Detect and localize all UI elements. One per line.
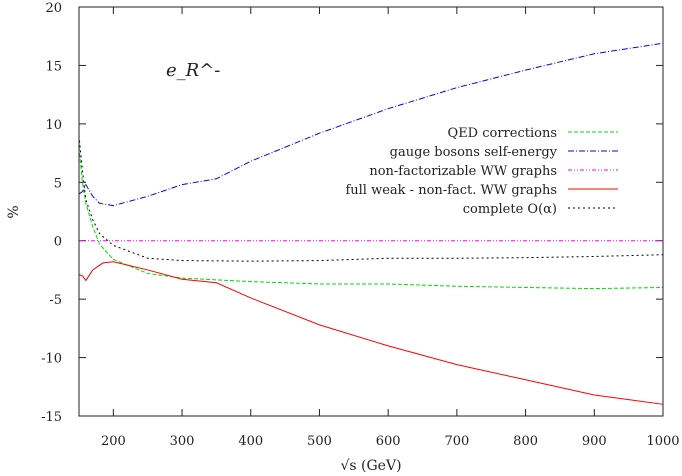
- x-tick-label: 600: [376, 434, 401, 449]
- y-axis-label: %: [6, 205, 22, 218]
- series-line: [78, 261, 664, 405]
- x-tick-label: 800: [513, 434, 538, 449]
- legend: QED corrections gauge bosons self-energy n…: [345, 126, 618, 217]
- ticks: 200 300 400 500 600 700 800 900 1000 -15 -10 -5 0 5 10…: [41, 1, 679, 449]
- x-tick-label: 200: [101, 434, 126, 449]
- x-axis-label: √s (GeV): [340, 458, 401, 474]
- x-tick-label: 1000: [646, 434, 679, 449]
- y-tick-label: 20: [45, 1, 62, 16]
- legend-label: complete O(α): [463, 202, 557, 217]
- y-tick-label: 15: [45, 59, 62, 74]
- y-tick-label: 5: [54, 176, 62, 191]
- legend-label: non-factorizable WW graphs: [369, 164, 557, 179]
- legend-label: full weak - non-fact. WW graphs: [345, 183, 557, 198]
- y-tick-label: -10: [41, 352, 62, 367]
- y-tick-label: -15: [41, 410, 62, 425]
- series-line: [78, 147, 664, 290]
- annotation-label: e_R^-: [166, 60, 220, 81]
- series-line: [78, 135, 664, 262]
- legend-label: QED corrections: [448, 126, 557, 141]
- y-tick-label: -5: [49, 293, 62, 308]
- x-tick-label: 700: [444, 434, 469, 449]
- x-tick-label: 300: [170, 434, 195, 449]
- y-tick-label: 10: [45, 118, 62, 133]
- x-tick-label: 400: [238, 434, 263, 449]
- x-tick-label: 900: [582, 434, 607, 449]
- plot-frame: [78, 6, 664, 417]
- series-lines: [78, 42, 664, 405]
- legend-label: gauge bosons self-energy: [390, 145, 558, 160]
- y-tick-label: 0: [54, 235, 62, 250]
- x-tick-label: 500: [307, 434, 332, 449]
